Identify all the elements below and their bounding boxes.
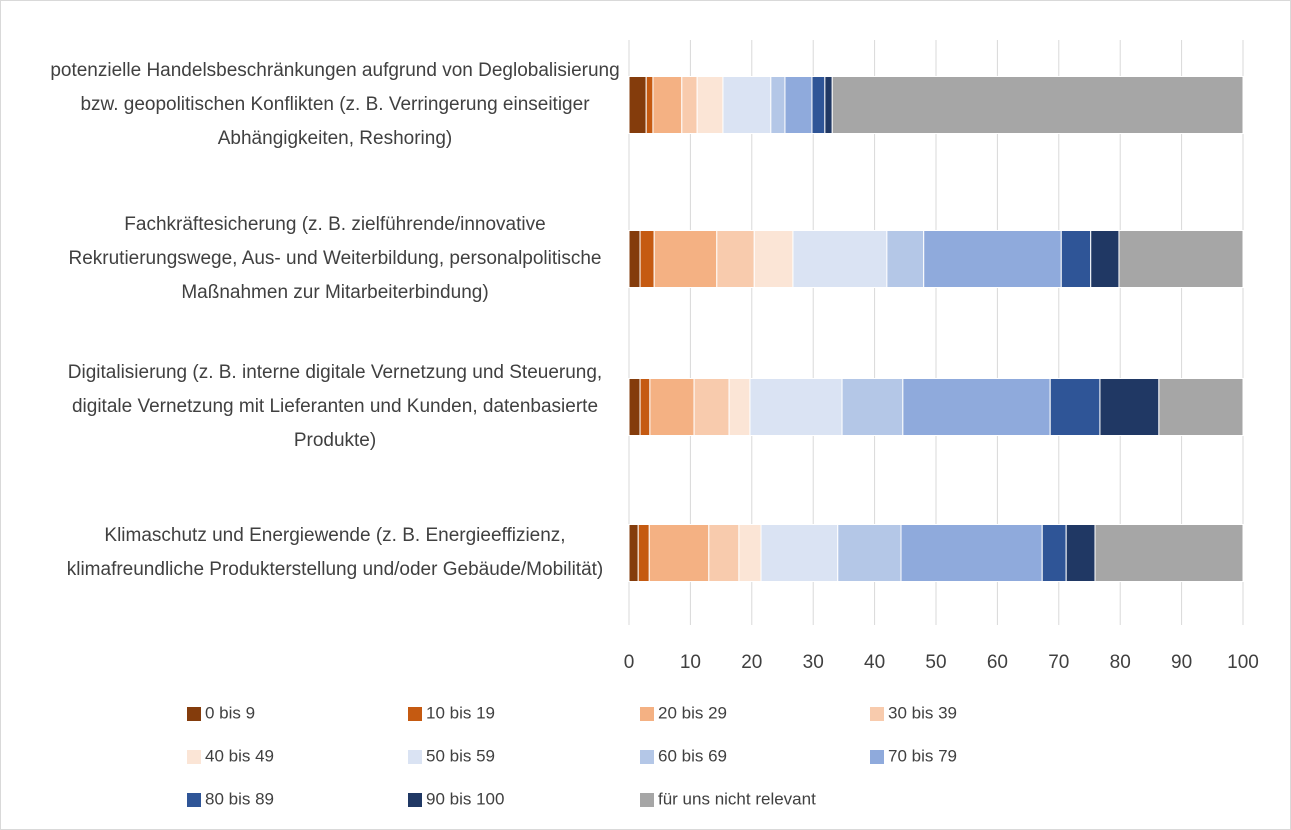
bar-segment: [900, 524, 1043, 582]
x-tick-label: 80: [1110, 652, 1131, 673]
legend-label: 30 bis 39: [888, 703, 957, 722]
bar-segment: [1094, 524, 1244, 582]
bar-segment: [1099, 378, 1160, 436]
category-label: Digitalisierung (z. B. interne digitale …: [68, 362, 602, 451]
legend-label: 90 bis 100: [426, 789, 504, 808]
label-line: Rekrutierungswege, Aus- und Weiterbildun…: [68, 248, 601, 269]
bar-segment: [1065, 524, 1096, 582]
label-line: bzw. geopolitischen Konflikten (z. B. Ve…: [80, 94, 590, 115]
legend-label: 0 bis 9: [205, 703, 255, 722]
bar-segment: [738, 524, 762, 582]
bar-segment: [841, 378, 904, 436]
legend-label: 80 bis 89: [205, 789, 274, 808]
label-line: klimafreundliche Produkterstellung und/o…: [67, 559, 604, 580]
legend-swatch: [640, 707, 654, 721]
bar-segment: [645, 76, 654, 134]
bar-segment: [649, 378, 695, 436]
bar-segment: [784, 76, 813, 134]
bar-segment: [1049, 378, 1101, 436]
bar-segment: [628, 230, 641, 288]
bar-segment: [716, 230, 755, 288]
bar-segment: [693, 378, 730, 436]
label-line: Produkte): [294, 430, 376, 451]
bar-segment: [753, 230, 794, 288]
category-label: Klimaschutz und Energiewende (z. B. Ener…: [67, 525, 604, 580]
bar-segment: [628, 378, 641, 436]
legend-label: 60 bis 69: [658, 746, 727, 765]
bar-segment: [708, 524, 740, 582]
legend-label: 50 bis 59: [426, 746, 495, 765]
x-tick-label: 10: [680, 652, 701, 673]
label-line: Abhängigkeiten, Reshoring): [218, 128, 453, 149]
bar-segment: [886, 230, 925, 288]
bar-segment: [923, 230, 1062, 288]
legend-swatch: [187, 750, 201, 764]
bar-segment: [653, 230, 718, 288]
x-tick-label: 90: [1171, 652, 1192, 673]
bar-segment: [652, 76, 683, 134]
bar-segment: [831, 76, 1244, 134]
legend-swatch: [870, 750, 884, 764]
bar-segment: [648, 524, 710, 582]
x-tick-label: 50: [925, 652, 946, 673]
bar-segment: [637, 524, 650, 582]
bar-segment: [728, 378, 751, 436]
legend-swatch: [408, 750, 422, 764]
label-line: Maßnahmen zur Mitarbeiterbindung): [181, 282, 488, 303]
category-label: potenzielle Handelsbeschränkungen aufgru…: [50, 60, 619, 149]
legend-swatch: [408, 707, 422, 721]
bar-segment: [837, 524, 902, 582]
legend-swatch: [187, 793, 201, 807]
bar-segment: [1158, 378, 1244, 436]
label-line: Klimaschutz und Energiewende (z. B. Ener…: [104, 525, 565, 546]
bar-segment: [749, 378, 843, 436]
label-line: Digitalisierung (z. B. interne digitale …: [68, 362, 602, 383]
x-tick-label: 20: [741, 652, 762, 673]
legend-swatch: [870, 707, 884, 721]
category-label: Fachkräftesicherung (z. B. zielführende/…: [68, 214, 601, 303]
x-tick-label: 40: [864, 652, 885, 673]
x-tick-label: 30: [803, 652, 824, 673]
label-line: Fachkräftesicherung (z. B. zielführende/…: [124, 214, 545, 235]
bar-segment: [811, 76, 826, 134]
legend-swatch: [640, 793, 654, 807]
bar-segment: [639, 378, 651, 436]
bar-segment: [824, 76, 833, 134]
bar-segment: [1041, 524, 1067, 582]
bar-segment: [1090, 230, 1120, 288]
label-line: digitale Vernetzung mit Lieferanten und …: [72, 396, 598, 417]
bar-segment: [760, 524, 839, 582]
legend-swatch: [640, 750, 654, 764]
legend-swatch: [408, 793, 422, 807]
legend-label: 70 bis 79: [888, 746, 957, 765]
x-tick-label: 0: [624, 652, 635, 673]
bar-segment: [792, 230, 888, 288]
bar-segment: [628, 76, 647, 134]
legend-label: für uns nicht relevant: [658, 789, 816, 808]
bar-segment: [628, 524, 639, 582]
legend-label: 40 bis 49: [205, 746, 274, 765]
bar-segment: [639, 230, 655, 288]
bar-segment: [1118, 230, 1244, 288]
bar-segment: [1060, 230, 1092, 288]
bar-segment: [681, 76, 698, 134]
bar-segment: [722, 76, 772, 134]
label-line: potenzielle Handelsbeschränkungen aufgru…: [50, 60, 619, 81]
legend-label: 20 bis 29: [658, 703, 727, 722]
bar-segment: [902, 378, 1051, 436]
x-tick-label: 100: [1227, 652, 1259, 673]
x-tick-label: 70: [1048, 652, 1069, 673]
x-tick-label: 60: [987, 652, 1008, 673]
legend-label: 10 bis 19: [426, 703, 495, 722]
bar-segment: [696, 76, 724, 134]
bar-segment: [770, 76, 786, 134]
legend-swatch: [187, 707, 201, 721]
